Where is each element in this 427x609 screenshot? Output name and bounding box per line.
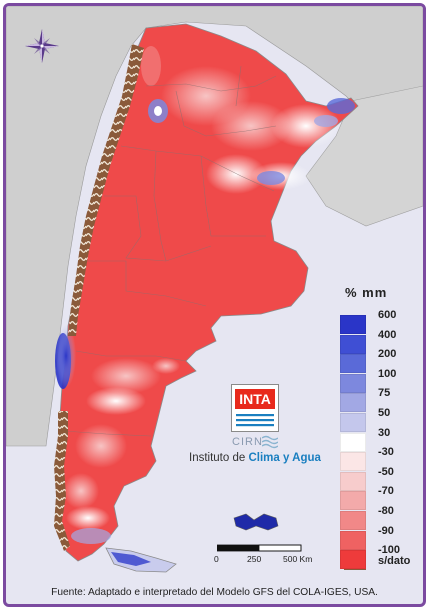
inta-logo-lines	[236, 414, 274, 427]
legend-swatch	[340, 315, 366, 334]
legend-label: -90	[378, 524, 394, 537]
neighbor-land-east	[305, 85, 423, 227]
legend-label: 75	[378, 387, 391, 400]
water-waves-icon	[262, 435, 278, 449]
inta-logo-word: INTA	[235, 389, 275, 409]
legend-label: 200	[378, 348, 397, 361]
no-data-strip	[68, 44, 144, 336]
compass-rose-icon	[25, 29, 59, 63]
institute-highlight: Clima y Agua	[248, 452, 321, 464]
legend-swatch	[340, 432, 366, 452]
scale-label-250: 250	[247, 554, 262, 564]
legend-swatch	[340, 452, 366, 472]
legend-swatch	[340, 491, 366, 511]
legend-swatch	[340, 530, 366, 550]
precipitation-anomaly-map	[6, 6, 423, 573]
scale-label-0: 0	[214, 554, 219, 564]
institute-name: Instituto de Clima y Agua	[189, 452, 321, 464]
malvinas-islands	[233, 513, 279, 531]
legend-label: 600	[378, 309, 397, 321]
institute-prefix: Instituto de	[189, 452, 249, 464]
legend-unit: % mm	[345, 285, 388, 300]
legend-label: -50	[378, 465, 394, 478]
map-frame: % mm s/dato INTA CIRN Instituto de Clima…	[3, 3, 426, 607]
legend-swatch	[340, 393, 366, 413]
legend-label: 50	[378, 407, 391, 419]
source-caption: Fuente: Adaptado e interpretado del Mode…	[51, 587, 378, 598]
legend-swatch	[340, 334, 366, 354]
legend-label: -30	[378, 446, 394, 459]
inta-logo: INTA	[231, 384, 279, 432]
legend-swatch	[340, 471, 366, 491]
scale-bar	[217, 544, 302, 552]
cirn-label: CIRN	[232, 436, 263, 448]
legend-swatch	[340, 550, 366, 570]
legend-swatch	[340, 413, 366, 432]
scale-label-500: 500 Km	[283, 554, 313, 564]
legend-swatch	[340, 373, 366, 393]
province-borders	[63, 65, 277, 437]
legend-swatch	[340, 354, 366, 374]
legend-label: -100	[378, 544, 401, 557]
legend-label: -80	[378, 505, 394, 517]
legend-label: 30	[378, 426, 391, 439]
legend-label: 100	[378, 367, 397, 380]
legend-label: 400	[378, 328, 397, 341]
nodata-label: s/dato	[378, 555, 411, 567]
legend-swatch	[340, 511, 366, 530]
legend-label: -70	[378, 485, 394, 498]
